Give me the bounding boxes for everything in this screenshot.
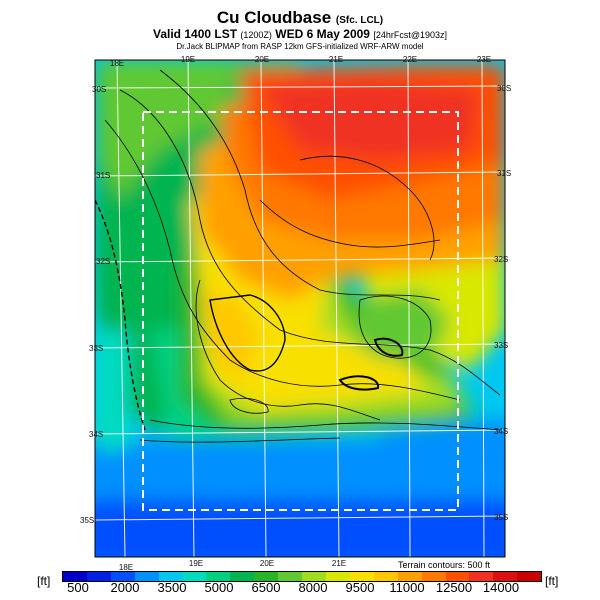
terrain-contours (95, 69, 501, 443)
lat-label: 31S (497, 169, 511, 178)
lon-label: 19E (189, 559, 203, 568)
color-scale-tick: 5000 (204, 580, 234, 595)
color-scale-tick: 6500 (251, 580, 281, 595)
color-scale-tick: 3500 (157, 580, 187, 595)
lat-label: 32S (96, 257, 110, 266)
lat-labels-left: 30S 31S 32S 33S 34S 35S (80, 85, 110, 525)
color-scale-tick: 9500 (345, 580, 375, 595)
map-title: Cu Cloudbase (Sfc. LCL) (0, 8, 600, 28)
color-swatch (493, 572, 518, 581)
terrain-contours-note: Terrain contours: 500 ft (398, 560, 491, 570)
inner-domain-box (142, 111, 459, 511)
color-swatch (421, 572, 446, 581)
valid-time-line: Valid 1400 LST (1200Z) WED 6 May 2009 [2… (0, 27, 600, 41)
color-scale-tick: 14000 (482, 580, 520, 595)
lon-label: 21E (332, 559, 346, 568)
color-swatch (373, 572, 398, 581)
color-scale-bar (62, 571, 542, 582)
unit-right: [ft] (545, 574, 559, 588)
valid-utc: (1200Z) (240, 30, 272, 40)
lon-labels-top: 18E 19E 20E 21E 22E 23E (110, 55, 491, 68)
lat-label: 33S (89, 344, 103, 353)
valid-date: WED 6 May 2009 (275, 27, 370, 41)
lon-label: 22E (403, 55, 417, 64)
lon-label: 19E (181, 55, 195, 64)
color-swatch (445, 572, 470, 581)
lat-label: 30S (497, 84, 511, 93)
color-swatch (397, 572, 422, 581)
color-swatch (254, 572, 279, 581)
color-swatch (158, 572, 183, 581)
field-layer (95, 60, 505, 557)
lon-label: 20E (255, 55, 269, 64)
lon-label: 18E (119, 563, 133, 572)
color-swatch (517, 572, 542, 581)
title-text: Cu Cloudbase (216, 8, 332, 27)
color-swatch (325, 572, 350, 581)
color-swatch (230, 572, 255, 581)
color-swatch (63, 572, 87, 581)
color-swatch (469, 572, 494, 581)
lat-label: 31S (96, 171, 110, 180)
color-scale-tick: 2000 (110, 580, 140, 595)
color-swatch (110, 572, 135, 581)
map-frame (94, 59, 506, 558)
color-swatch (206, 572, 231, 581)
lat-label: 35S (80, 516, 94, 525)
color-swatch (302, 572, 326, 581)
color-scale-tick: 8000 (298, 580, 328, 595)
unit-left: [ft] (37, 574, 51, 588)
graticule (95, 60, 505, 557)
lon-label: 23E (477, 55, 491, 64)
lat-label: 32S (494, 255, 508, 264)
lon-labels-bottom: 18E 19E 20E 21E (119, 559, 346, 572)
forecast-info: [24hrFcst@1903z] (373, 30, 447, 40)
lon-label: 21E (329, 55, 343, 64)
title-suffix: (Sfc. LCL) (335, 15, 384, 26)
color-swatch (182, 572, 207, 581)
lat-labels-right: 30S 31S 32S 33S 34S 35S (494, 84, 511, 522)
color-scale-tick: 500 (67, 580, 89, 595)
color-swatch (278, 572, 303, 581)
color-swatch (86, 572, 111, 581)
color-swatch (349, 572, 374, 581)
valid-time: Valid 1400 LST (153, 27, 238, 41)
lat-label: 30S (92, 85, 106, 94)
lon-label: 20E (260, 559, 274, 568)
lat-label: 35S (494, 513, 508, 522)
source-line: Dr.Jack BLIPMAP from RASP 12km GFS-initi… (176, 42, 424, 51)
color-scale-tick: 12500 (435, 580, 473, 595)
lon-label: 18E (110, 59, 124, 68)
color-swatch (134, 572, 159, 581)
color-scale-tick: 11000 (389, 580, 425, 595)
lat-label: 33S (494, 341, 508, 350)
lat-label: 34S (89, 430, 103, 439)
lat-label: 34S (494, 427, 508, 436)
